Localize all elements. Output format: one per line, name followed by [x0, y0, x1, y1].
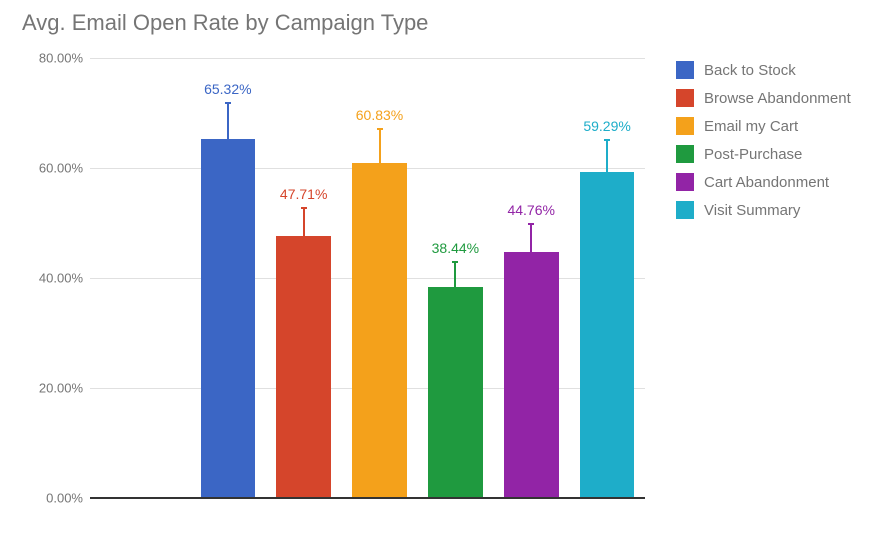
error-bar-stem: [227, 103, 229, 175]
bars-layer: 65.32% 47.71% 60.83% 38.44% 44.76% 59.29%: [90, 58, 645, 498]
error-bar-cap: [301, 262, 307, 264]
legend-label: Email my Cart: [704, 118, 798, 135]
error-bar-cap: [377, 128, 383, 130]
legend-item: Back to Stock: [676, 58, 876, 82]
error-bar-stem: [454, 262, 456, 312]
bar-slot: 65.32%: [201, 58, 256, 498]
error-bar-cap: [225, 102, 231, 104]
error-bar-cap: [528, 223, 534, 225]
error-bar-cap: [604, 203, 610, 205]
y-tick-label: 40.00%: [18, 271, 83, 286]
bar-slot: 59.29%: [580, 58, 635, 498]
legend-item: Email my Cart: [676, 114, 876, 138]
legend-label: Cart Abandonment: [704, 174, 829, 191]
bar-value-label: 59.29%: [583, 118, 630, 134]
bar: [580, 172, 635, 498]
error-bar-stem: [530, 224, 532, 279]
legend-swatch: [676, 89, 694, 107]
bar: [428, 287, 483, 498]
error-bar-cap: [225, 174, 231, 176]
legend-item: Post-Purchase: [676, 142, 876, 166]
y-tick-label: 60.00%: [18, 161, 83, 176]
bar-slot: 38.44%: [428, 58, 483, 498]
legend-swatch: [676, 201, 694, 219]
bar: [352, 163, 407, 498]
bar-value-label: 38.44%: [432, 240, 479, 256]
legend-swatch: [676, 61, 694, 79]
bar: [504, 252, 559, 498]
legend-label: Visit Summary: [704, 202, 800, 219]
legend-swatch: [676, 117, 694, 135]
chart-title: Avg. Email Open Rate by Campaign Type: [22, 10, 428, 36]
error-bar-stem: [303, 208, 305, 263]
bar-value-label: 47.71%: [280, 186, 327, 202]
legend-label: Browse Abandonment: [704, 90, 851, 107]
bar-slot: 47.71%: [276, 58, 331, 498]
legend-label: Post-Purchase: [704, 146, 802, 163]
legend: Back to Stock Browse Abandonment Email my …: [676, 58, 876, 226]
legend-swatch: [676, 145, 694, 163]
x-axis-baseline: [90, 497, 645, 499]
error-bar-cap: [452, 310, 458, 312]
bar-value-label: 60.83%: [356, 107, 403, 123]
legend-item: Visit Summary: [676, 198, 876, 222]
chart-container: Avg. Email Open Rate by Campaign Type 0.…: [0, 0, 896, 534]
error-bar-cap: [528, 278, 534, 280]
error-bar-stem: [379, 129, 381, 197]
y-tick-label: 0.00%: [18, 491, 83, 506]
plot-area: 0.00%20.00%40.00%60.00%80.00% 65.32%47.7…: [90, 58, 645, 498]
error-bar-cap: [377, 197, 383, 199]
error-bar-cap: [452, 261, 458, 263]
y-tick-label: 80.00%: [18, 51, 83, 66]
bar-value-label: 65.32%: [204, 81, 251, 97]
legend-item: Cart Abandonment: [676, 170, 876, 194]
y-tick-label: 20.00%: [18, 381, 83, 396]
bar: [276, 236, 331, 498]
error-bar-cap: [604, 139, 610, 141]
legend-swatch: [676, 173, 694, 191]
error-bar-cap: [301, 207, 307, 209]
bar-value-label: 44.76%: [507, 202, 554, 218]
bar-slot: 44.76%: [504, 58, 559, 498]
bar-slot: 60.83%: [352, 58, 407, 498]
bar: [201, 139, 256, 498]
legend-item: Browse Abandonment: [676, 86, 876, 110]
error-bar-stem: [606, 140, 608, 204]
legend-label: Back to Stock: [704, 62, 796, 79]
